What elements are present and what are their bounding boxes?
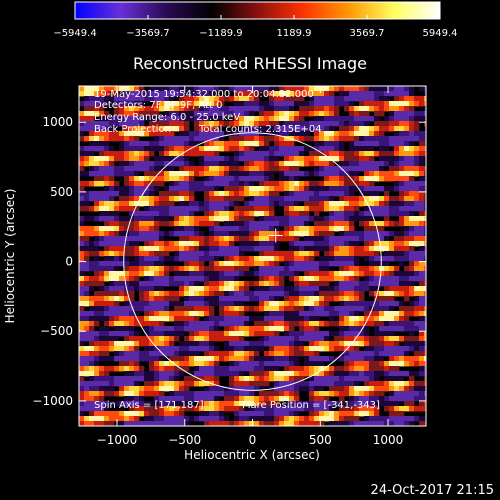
solar-limb-circle: [123, 132, 382, 391]
x-axis-label: Heliocentric X (arcsec): [184, 448, 320, 462]
method-text: Back Projection: [94, 124, 171, 135]
chart-title: Reconstructed RHESSI Image: [133, 54, 367, 73]
y-tick-label: −500: [40, 324, 73, 338]
detectors-text: Detectors: 7F 8F 9F, Att 0: [94, 100, 222, 111]
x-tick-label: 500: [309, 433, 332, 447]
x-tick-label: −500: [168, 433, 201, 447]
colorbar-tick-label: 3569.7: [350, 28, 385, 39]
y-tick-label: 0: [65, 255, 73, 269]
y-axis-ticks: −1000 −500 0 500 1000: [32, 115, 426, 408]
annotations: 19-May-2015 19:54:32.000 to 20:04:32.000…: [94, 89, 380, 411]
x-tick-label: 0: [249, 433, 257, 447]
colorbar-tick-label: −1189.9: [199, 28, 242, 39]
y-axis-label: Heliocentric Y (arcsec): [3, 189, 17, 324]
time-range-text: 19-May-2015 19:54:32.000 to 20:04:32.000: [94, 89, 314, 100]
total-counts-text: Total counts: 2.315E+04: [198, 124, 322, 135]
flare-center-cross-icon: [268, 228, 283, 243]
colorbar-tick-label: −5949.4: [53, 28, 96, 39]
y-tick-label: 1000: [42, 115, 73, 129]
date-stamp: 24-Oct-2017 21:15: [371, 483, 494, 498]
colorbar-tick-label: 5949.4: [423, 28, 458, 39]
colorbar: [74, 1, 441, 20]
reconstructed-image: [79, 86, 426, 426]
spin-axis-text: Spin Axis = [171,187]: [94, 400, 204, 411]
flare-position-text: Flare Position = [-341,-343]: [242, 400, 380, 411]
colorbar-ticks: −5949.4 −3569.7 −1189.9 1189.9 3569.7 5949.4: [53, 15, 458, 39]
x-tick-label: −1000: [97, 433, 138, 447]
colorbar-tick-label: 1189.9: [277, 28, 312, 39]
colorbar-tick-label: −3569.7: [126, 28, 169, 39]
y-tick-label: −1000: [32, 394, 73, 408]
x-tick-label: 1000: [373, 433, 404, 447]
y-tick-label: 500: [50, 185, 73, 199]
energy-range-text: Energy Range: 6.0 - 25.0 keV: [94, 112, 240, 123]
x-axis-ticks: −1000 −500 0 500 1000: [97, 86, 404, 447]
